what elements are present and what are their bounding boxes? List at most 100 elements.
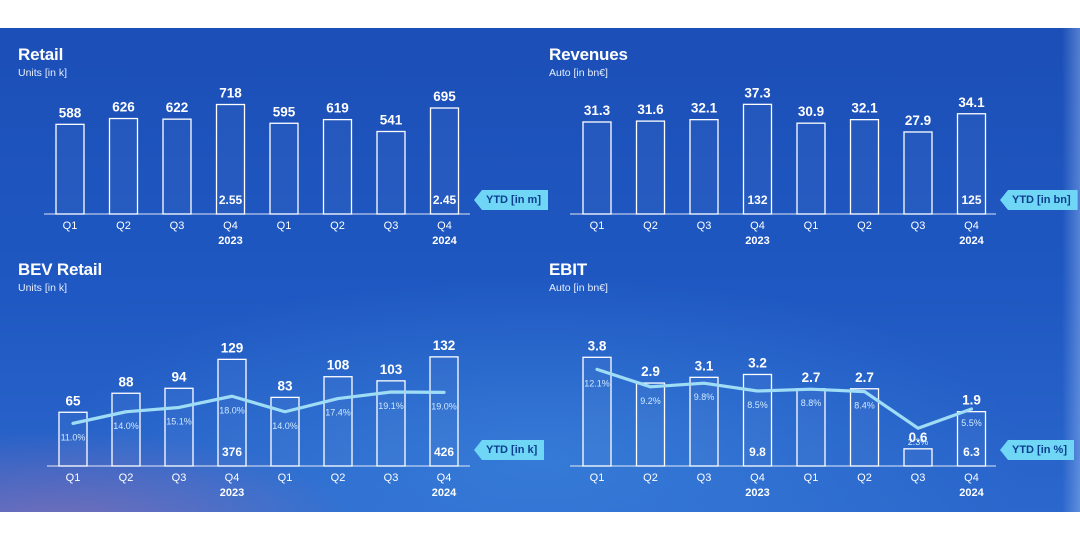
bev-bar-7 xyxy=(376,380,406,467)
bev-tick-label-1: Q1 xyxy=(66,472,81,484)
bev-bar-4 xyxy=(217,358,247,467)
revenues-bar-5 xyxy=(796,122,826,215)
ebit-value-label-3: 3.1 xyxy=(695,358,714,373)
bev-value-label-8: 132 xyxy=(433,338,456,353)
revenues-tick-label-8: Q4 xyxy=(964,220,979,232)
retail-value-label-1: 588 xyxy=(59,105,82,120)
bev-line-label-6: 17.4% xyxy=(325,408,351,418)
revenues-tick-label-4: Q4 xyxy=(750,220,765,232)
revenues-value-label-3: 32.1 xyxy=(691,101,718,116)
retail-ytd-tag: YTD [in m] xyxy=(474,190,548,210)
revenues-ytd-value-1: 132 xyxy=(747,193,767,207)
revenues-value-label-1: 31.3 xyxy=(584,103,611,118)
retail-tick-label-7: Q3 xyxy=(384,220,399,232)
bev-value-label-3: 94 xyxy=(171,369,187,384)
revenues-bar-8 xyxy=(956,113,987,215)
retail-value-label-3: 622 xyxy=(166,100,189,115)
bev-value-label-4: 129 xyxy=(221,340,244,355)
retail-value-label-2: 626 xyxy=(112,100,135,115)
revenues-tick-label-7: Q3 xyxy=(911,220,926,232)
bev-retail-chart: 65 Q1 88 Q2 94 Q3 129 Q4 83 Q1 108 Q2 103 Q3 132 Q4 2023… xyxy=(47,338,470,499)
ebit-chart: 3.8 Q1 2.9 Q2 3.1 Q3 3.2 Q4 2.7 Q1 2.7 Q2 0.6 Q3 1.9 Q4… xyxy=(570,338,996,499)
retail-bar-7 xyxy=(376,130,406,215)
retail-bar-4 xyxy=(215,103,246,215)
retail-bar-1 xyxy=(55,123,85,215)
bev-year-label-2024: 2024 xyxy=(432,487,457,499)
revenues-tick-label-1: Q1 xyxy=(590,220,605,232)
bev-tick-label-3: Q3 xyxy=(172,472,187,484)
ebit-year-label-2024: 2024 xyxy=(959,487,984,499)
revenues-chart-panel: Revenues Auto [in bn€] 31.3 Q1 31.6 Q2 32.1 Q… xyxy=(531,28,1078,270)
ebit-value-label-8: 1.9 xyxy=(962,393,981,408)
bev-bar-2 xyxy=(111,392,141,467)
ebit-bar-1 xyxy=(582,356,612,467)
ebit-title: EBIT xyxy=(549,260,587,279)
ebit-ytd-value-1: 9.8 xyxy=(749,445,766,459)
bev-value-label-7: 103 xyxy=(380,362,403,377)
revenues-title: Revenues xyxy=(549,45,628,64)
bev-retail-title: BEV Retail xyxy=(18,260,102,279)
ebit-value-label-6: 2.7 xyxy=(855,370,874,385)
ebit-value-label-7: 0.6 xyxy=(909,430,928,445)
retail-value-label-6: 619 xyxy=(326,101,349,116)
bev-tick-label-2: Q2 xyxy=(119,472,134,484)
retail-tick-label-6: Q2 xyxy=(330,220,345,232)
ebit-line-label-2: 9.2% xyxy=(640,396,661,406)
slide-edge-highlight xyxy=(1062,28,1080,512)
revenues-value-label-7: 27.9 xyxy=(905,113,931,128)
retail-ytd-value-1: 2.55 xyxy=(219,193,243,207)
ebit-line-series xyxy=(595,367,974,430)
ebit-value-label-5: 2.7 xyxy=(802,370,821,385)
bev-tick-label-7: Q3 xyxy=(384,472,399,484)
bev-year-label-2023: 2023 xyxy=(220,487,244,499)
revenues-year-label-2024: 2024 xyxy=(959,235,984,247)
bev-value-label-2: 88 xyxy=(118,374,134,389)
bev-ytd-value-1: 376 xyxy=(222,445,242,459)
ebit-line-label-1: 12.1% xyxy=(584,378,610,388)
ebit-line-label-5: 8.8% xyxy=(801,398,822,408)
revenues-bar-4 xyxy=(742,103,773,215)
retail-tick-label-8: Q4 xyxy=(437,220,452,232)
revenues-subtitle: Auto [in bn€] xyxy=(549,67,608,79)
bev-value-label-6: 108 xyxy=(327,358,350,373)
revenues-bar-3 xyxy=(689,118,719,215)
revenues-chart: 31.3 Q1 31.6 Q2 32.1 Q3 37.3 Q4 30.9 Q1 32.1 Q2 27.9… xyxy=(570,85,996,247)
revenues-tick-label-5: Q1 xyxy=(804,220,819,232)
ebit-ytd-value-2: 6.3 xyxy=(963,445,980,459)
revenues-ytd-tag: YTD [in bn] xyxy=(1000,190,1078,210)
bev-line-label-3: 15.1% xyxy=(166,416,192,426)
revenues-bar-7 xyxy=(903,131,933,215)
retail-ytd-value-2: 2.45 xyxy=(433,193,457,207)
ebit-value-label-1: 3.8 xyxy=(588,338,607,353)
revenues-bar-1 xyxy=(582,121,612,215)
retail-bar-3 xyxy=(162,118,192,215)
ebit-tick-label-5: Q1 xyxy=(804,472,819,484)
ebit-tick-label-6: Q2 xyxy=(857,472,872,484)
ebit-line-label-7: 2.3% xyxy=(908,437,929,447)
retail-value-label-7: 541 xyxy=(380,112,403,127)
bev-line-label-1: 11.0% xyxy=(61,432,86,442)
revenues-year-label-2023: 2023 xyxy=(745,235,769,247)
bev-tick-label-5: Q1 xyxy=(278,472,293,484)
bev-bar-3 xyxy=(164,387,194,467)
revenues-ytd-value-2: 125 xyxy=(961,193,981,207)
retail-value-label-8: 695 xyxy=(433,89,456,104)
ebit-bar-5 xyxy=(796,388,826,467)
bev-value-label-1: 65 xyxy=(65,393,81,408)
retail-title: Retail xyxy=(18,45,64,64)
retail-value-label-5: 595 xyxy=(273,104,296,119)
retail-value-label-4: 718 xyxy=(219,86,242,101)
ebit-chart-panel: EBIT Auto [in bn€] 3.8 Q1 2.9 Q2 3.1 Q3 3.2 Q4 2… xyxy=(531,260,1074,512)
ebit-bar-6 xyxy=(849,388,880,467)
ebit-tick-label-8: Q4 xyxy=(964,472,979,484)
revenues-bar-6 xyxy=(849,118,880,215)
ebit-line-label-4: 8.5% xyxy=(747,400,768,410)
ebit-tick-label-1: Q1 xyxy=(590,472,605,484)
revenues-value-label-6: 32.1 xyxy=(851,101,878,116)
retail-tick-label-3: Q3 xyxy=(170,220,185,232)
retail-tick-label-1: Q1 xyxy=(63,220,78,232)
bev-line-label-7: 19.1% xyxy=(378,401,404,411)
bev-line-label-8: 19.0% xyxy=(431,401,457,411)
retail-subtitle: Units [in k] xyxy=(18,67,68,79)
revenues-value-label-2: 31.6 xyxy=(637,102,664,117)
